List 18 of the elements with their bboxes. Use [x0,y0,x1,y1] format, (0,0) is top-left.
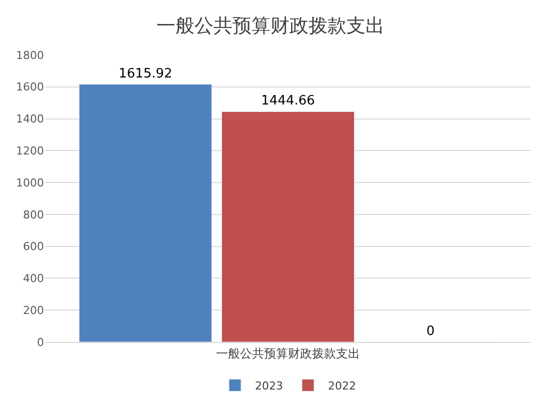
data-label: 1615.92 [118,66,172,82]
bar [78,84,212,342]
chart-title: 一般公共预算财政拨款支出 [156,14,384,37]
y-tick-label: 1400 [16,112,44,126]
y-tick-label: 1000 [16,176,44,190]
y-tick-label: 200 [23,304,44,317]
y-tick-label: 1200 [16,144,44,158]
data-label: 1444.66 [261,94,315,109]
y-tick-label: 0 [37,336,44,349]
y-tick-label: 400 [23,272,44,286]
y-tick-label: 800 [23,208,44,222]
y-tick-label: 1800 [16,48,44,62]
data-label: 0 [426,324,435,339]
bar [221,111,355,342]
y-tick-label: 1600 [16,80,44,94]
legend-label: 2022 [328,379,356,392]
legend-label: 2023 [255,379,283,392]
y-tick-label: 600 [23,240,44,254]
